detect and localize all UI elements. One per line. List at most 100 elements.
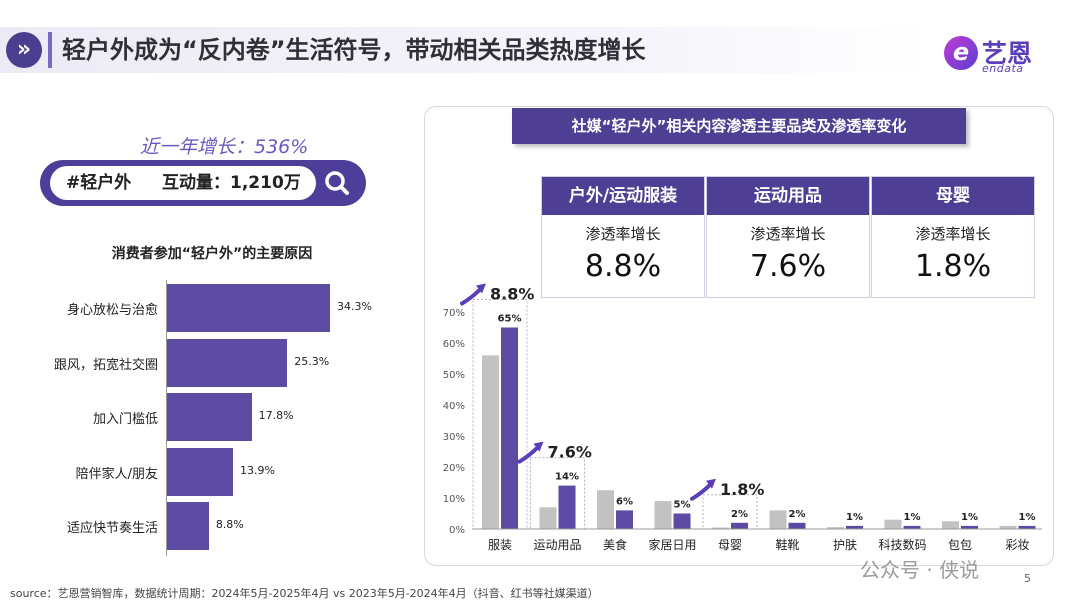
bar-prev — [827, 527, 844, 529]
growth-annotation: 7.6% — [548, 443, 592, 462]
reason-value-label: 17.8% — [258, 409, 294, 422]
bar-value-label: 14% — [555, 472, 579, 483]
bar-current — [616, 510, 633, 529]
bar-prev — [539, 507, 557, 529]
reason-label: 适应快节奏生活 — [66, 521, 158, 536]
bar-value-label: 1% — [1019, 512, 1036, 523]
category-chart-title: 社媒“轻户外”相关内容渗透主要品类及渗透率变化 — [512, 108, 966, 144]
x-tick-label: 鞋靴 — [775, 537, 799, 552]
y-tick-label: 40% — [443, 401, 465, 412]
card-title: 母婴 — [872, 177, 1034, 215]
bar-value-label: 6% — [616, 496, 633, 507]
card-subtitle: 渗透率增长 — [585, 225, 661, 243]
y-tick-label: 10% — [443, 494, 465, 505]
reason-label: 身心放松与治愈 — [66, 303, 158, 318]
x-tick-label: 家居日用 — [648, 537, 696, 552]
y-tick-label: 0% — [449, 525, 465, 536]
highlight-card-baby: 母婴 渗透率增长 1.8% — [871, 176, 1035, 298]
reason-value-label: 34.3% — [337, 300, 372, 313]
reasons-chart-title: 消费者参加“轻户外”的主要原因 — [111, 246, 313, 262]
category-chart: 0% 10% 20% 30% 40% 50% 60% 70% 65% 服装 14% 运动用品 6% 美食 5… — [443, 283, 1042, 552]
bar-value-label: 5% — [674, 500, 691, 511]
growth-label: 近一年增长：536% — [140, 136, 309, 158]
card-subtitle: 渗透率增长 — [750, 225, 826, 243]
reason-bar — [167, 338, 288, 387]
reason-bar — [167, 447, 234, 496]
logo-text: 艺恩 — [982, 39, 1033, 68]
bar-prev — [999, 525, 1017, 529]
card-value: 1.8% — [914, 249, 992, 284]
card-title: 运动用品 — [707, 177, 869, 215]
reason-bar — [167, 284, 330, 332]
highlight-box — [472, 299, 528, 530]
page-title: 轻户外成为“反内卷”生活符号，带动相关品类热度增长 — [62, 36, 646, 64]
x-tick-label: 包包 — [948, 538, 972, 552]
double-chevron-right-icon: » — [6, 32, 42, 68]
bar-current — [1018, 525, 1036, 529]
source-note: source：艺恩营销智库，数据统计周期：2024年5月-2025年4月 vs … — [10, 587, 599, 600]
growth-arrow-icon — [517, 445, 540, 464]
bar-prev — [769, 510, 787, 529]
bar-current — [673, 513, 691, 529]
bar-current — [846, 525, 863, 529]
bar-prev — [597, 490, 614, 529]
reason-label: 跟风，拓宽社交圈 — [53, 357, 158, 373]
growth-arrow-head-icon — [533, 441, 544, 452]
highlight-box — [530, 457, 585, 530]
search-icon — [325, 171, 349, 195]
card-value: 8.8% — [584, 249, 662, 284]
bar-value-label: 2% — [731, 509, 748, 520]
card-value: 7.6% — [749, 249, 827, 284]
growth-arrow-head-icon — [476, 283, 486, 294]
highlight-card-sports: 运动用品 渗透率增长 7.6% — [706, 176, 870, 298]
bar-prev — [712, 527, 729, 529]
reason-value-label: 13.9% — [240, 463, 275, 477]
bar-current — [558, 485, 576, 529]
x-tick-label: 运动用品 — [533, 538, 581, 552]
x-tick-label: 美食 — [603, 537, 627, 552]
highlight-box — [702, 494, 758, 530]
logo-subtext: endata — [982, 62, 1024, 75]
bar-current — [501, 327, 518, 529]
title-bar — [0, 27, 930, 73]
y-tick-label: 70% — [443, 308, 465, 319]
reason-value-label: 8.8% — [215, 518, 244, 531]
title-accent — [48, 32, 52, 68]
x-tick-label: 科技数码 — [878, 537, 926, 552]
search-tag: #轻户外 — [66, 173, 132, 193]
card-subtitle: 渗透率增长 — [915, 225, 991, 243]
growth-arrow-icon — [690, 482, 712, 501]
reason-label: 陪伴家人/朋友 — [75, 466, 158, 482]
search-metric: 互动量：1,210万 — [162, 173, 301, 193]
highlight-card-apparel: 户外/运动服装 渗透率增长 8.8% — [541, 176, 705, 298]
x-tick-label: 护肤 — [833, 537, 857, 552]
bar-value-label: 65% — [498, 314, 522, 325]
bar-value-label: 1% — [904, 512, 921, 523]
reason-bar — [167, 393, 252, 441]
y-tick-label: 50% — [443, 370, 465, 381]
search-field — [50, 166, 316, 200]
growth-annotation: 1.8% — [720, 480, 764, 499]
page-number: 5 — [1024, 572, 1031, 585]
growth-arrow-head-icon — [706, 478, 716, 489]
bar-value-label: 1% — [961, 512, 978, 523]
logo-icon: e — [944, 36, 978, 70]
growth-annotation: 8.8% — [490, 285, 534, 304]
card-title: 户外/运动服装 — [542, 177, 704, 215]
bar-current — [788, 522, 806, 529]
reasons-axis — [166, 280, 167, 556]
reason-label: 加入门槛低 — [92, 412, 158, 427]
x-tick-label: 母婴 — [718, 538, 742, 552]
bar-prev — [654, 501, 672, 529]
bar-current — [731, 522, 748, 529]
watermark: 公众号 · 侠说 — [860, 558, 980, 582]
y-tick-label: 20% — [443, 463, 465, 474]
y-tick-label: 30% — [443, 432, 465, 443]
growth-arrow-icon — [460, 287, 482, 306]
bar-prev — [482, 355, 499, 529]
x-tick-label: 服装 — [488, 538, 512, 552]
bar-prev — [942, 521, 959, 529]
x-tick-label: 彩妆 — [1005, 538, 1029, 552]
bar-value-label: 1% — [846, 512, 863, 523]
bar-current — [903, 525, 921, 529]
